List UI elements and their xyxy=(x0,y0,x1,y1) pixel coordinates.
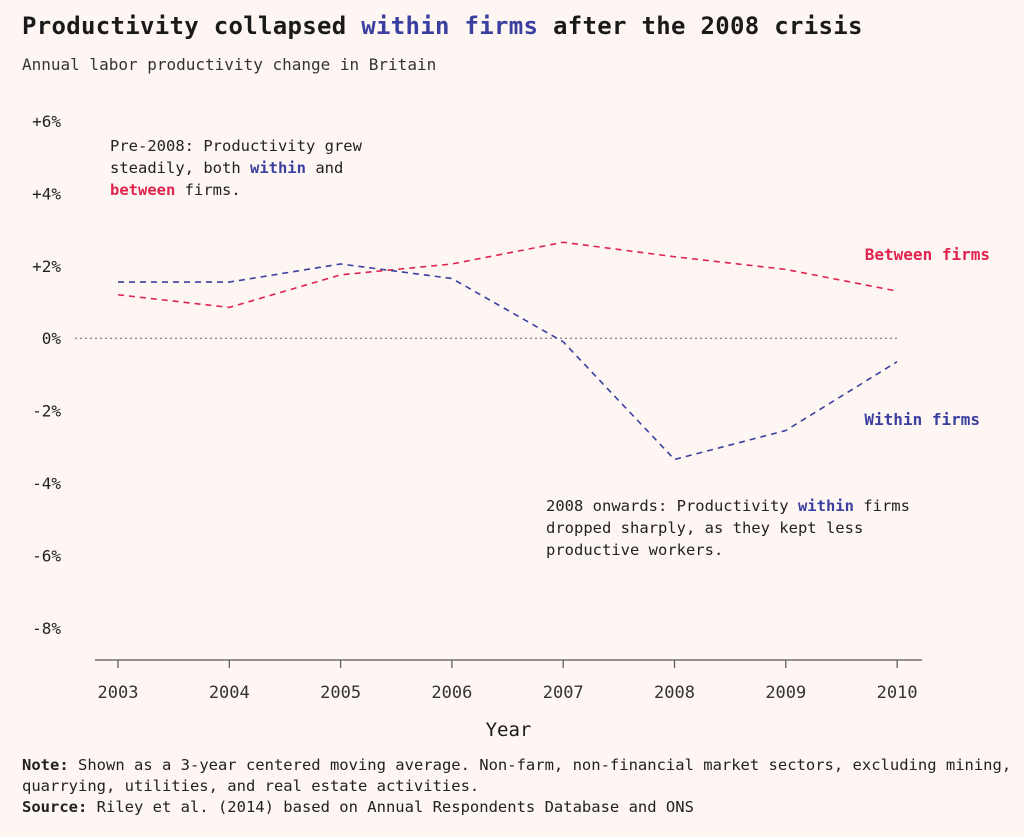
y-tick-label: +2% xyxy=(32,257,61,276)
y-tick-label: -6% xyxy=(32,546,61,565)
y-axis-labels: +6% +4% +2% 0% -2% -4% -6% -8% xyxy=(32,112,61,638)
y-tick-label: -8% xyxy=(32,619,61,638)
annotation-between-word: between xyxy=(110,181,176,199)
annotation-post-2008: 2008 onwards: Productivity within firms … xyxy=(546,495,910,561)
x-axis: 2003 2004 2005 2006 2007 2008 2009 2010 xyxy=(98,660,918,703)
chart-title: Productivity collapsed within firms afte… xyxy=(22,12,863,40)
title-part1: Productivity collapsed xyxy=(22,12,362,40)
annotation-post-2008-line2: dropped sharply, as they kept less xyxy=(546,519,864,537)
source-text: Riley et al. (2014) based on Annual Resp… xyxy=(87,798,694,816)
footer-note: Note: Shown as a 3-year centered moving … xyxy=(22,755,1012,797)
note-text: Shown as a 3-year centered moving averag… xyxy=(22,756,1012,795)
annotation-within-word: within xyxy=(249,159,306,177)
annotation-within-word: within xyxy=(797,497,854,515)
series-lines xyxy=(117,241,898,461)
y-tick-label: +4% xyxy=(32,184,61,203)
y-tick-label: -2% xyxy=(32,402,61,421)
series-label-within-firms: Within firms xyxy=(864,410,980,429)
x-tick-label: 2006 xyxy=(431,683,472,703)
annotation-pre-2008-line1: Pre-2008: Productivity grew xyxy=(110,137,362,155)
footer-source: Source: Riley et al. (2014) based on Ann… xyxy=(22,797,1012,818)
x-tick-label: 2007 xyxy=(543,683,584,703)
annotation-pre-2008: Pre-2008: Productivity grew steadily, bo… xyxy=(110,135,362,201)
x-axis-title: Year xyxy=(486,719,532,741)
line-chart: +6% +4% +2% 0% -2% -4% -6% -8% 2003 2004 2005 2006… xyxy=(32,112,990,741)
series-line-between-firms xyxy=(117,241,898,309)
x-tick-label: 2005 xyxy=(320,683,361,703)
series-line-within-firms xyxy=(118,263,898,461)
chart-subtitle: Annual labor productivity change in Brit… xyxy=(22,55,437,74)
y-tick-label: 0% xyxy=(42,329,62,348)
annotation-post-2008-line1: 2008 onwards: Productivity within firms xyxy=(546,497,910,515)
title-part2: after the 2008 crisis xyxy=(538,12,863,40)
annotation-pre-2008-line3: between firms. xyxy=(110,181,241,199)
x-tick-label: 2004 xyxy=(209,683,250,703)
source-label: Source: xyxy=(22,798,88,816)
x-tick-label: 2008 xyxy=(654,683,695,703)
series-label-between-firms: Between firms xyxy=(865,245,990,264)
annotation-pre-2008-line2: steadily, both within and xyxy=(110,159,344,177)
annotation-post-2008-line3: productive workers. xyxy=(546,541,724,559)
x-tick-label: 2010 xyxy=(877,683,918,703)
y-tick-label: +6% xyxy=(32,112,61,131)
chart-footer: Note: Shown as a 3-year centered moving … xyxy=(22,755,1012,818)
note-label: Note: xyxy=(22,756,69,774)
x-tick-label: 2009 xyxy=(765,683,806,703)
y-tick-label: -4% xyxy=(32,474,61,493)
title-highlight: within firms xyxy=(361,12,539,40)
x-tick-label: 2003 xyxy=(98,683,139,703)
